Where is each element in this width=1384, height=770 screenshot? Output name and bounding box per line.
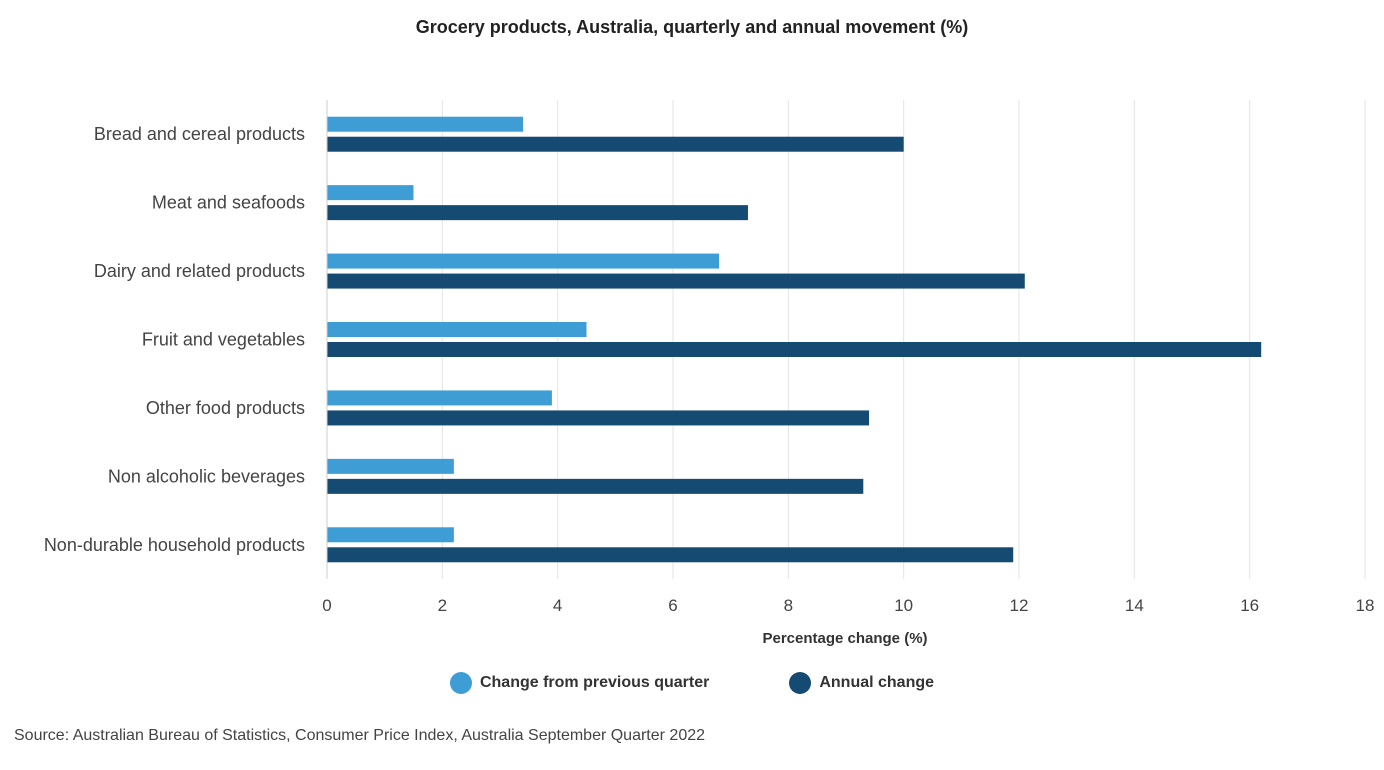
chart-title: Grocery products, Australia, quarterly a…: [415, 17, 969, 37]
axes: 0 2 4 6 8 10 12 14 16 18 Bread and cereal products…: [44, 100, 1375, 615]
legend-label: Change from previous quarter: [479, 674, 710, 691]
category-label: Dairy and related products: [94, 261, 305, 281]
source-note: Source: Australian Bureau of Statistics,…: [14, 727, 706, 744]
bar-quarterly[interactable]: [327, 253, 720, 269]
x-tick-label: 0: [322, 596, 331, 615]
bar-annual[interactable]: [327, 273, 1025, 289]
x-tick-label: 4: [553, 596, 562, 615]
bar-annual[interactable]: [327, 205, 748, 221]
category-label: Non-durable household products: [44, 535, 305, 555]
x-tick-label: 16: [1240, 596, 1259, 615]
bar-quarterly[interactable]: [327, 527, 454, 543]
x-tick-label: 14: [1125, 596, 1144, 615]
bar-quarterly[interactable]: [327, 185, 414, 201]
x-tick-label: 8: [784, 596, 793, 615]
legend-label: Annual change: [819, 674, 935, 691]
bar-quarterly[interactable]: [327, 322, 587, 337]
category-label: Meat and seafoods: [152, 193, 305, 213]
legend: Change from previous quarter Annual chan…: [0, 672, 1384, 694]
bar-annual[interactable]: [327, 478, 864, 494]
bar-annual[interactable]: [327, 547, 1014, 563]
x-tick-label: 18: [1356, 596, 1375, 615]
category-label: Fruit and vegetables: [142, 330, 305, 350]
category-label: Bread and cereal products: [94, 124, 305, 144]
bar-annual[interactable]: [327, 342, 1262, 357]
x-tick-label: 2: [438, 596, 447, 615]
bar-annual[interactable]: [327, 136, 904, 152]
bars: [327, 116, 1262, 563]
gridlines: [326, 100, 1366, 579]
x-axis-title: Percentage change (%): [762, 630, 927, 647]
legend-marker-icon: [449, 672, 472, 694]
legend-item-quarterly[interactable]: Change from previous quarter: [449, 672, 710, 694]
bar-quarterly[interactable]: [327, 116, 524, 132]
x-tick-label: 12: [1010, 596, 1029, 615]
bar-quarterly[interactable]: [327, 390, 552, 406]
category-label: Non alcoholic beverages: [108, 466, 305, 486]
legend-item-annual[interactable]: Annual change: [789, 672, 934, 694]
bar-quarterly[interactable]: [327, 458, 454, 474]
x-tick-label: 10: [894, 596, 913, 615]
category-label: Other food products: [146, 398, 305, 418]
legend-marker-icon: [789, 672, 812, 694]
bar-annual[interactable]: [327, 410, 870, 426]
x-tick-label: 6: [668, 596, 677, 615]
